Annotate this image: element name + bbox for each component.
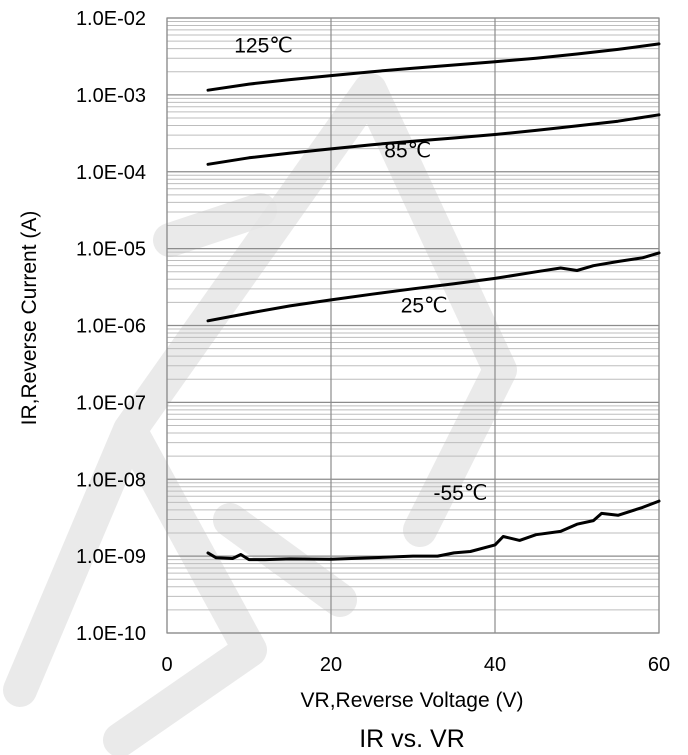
x-axis-tick-labels: 0 20 40 60 — [161, 654, 670, 676]
x-tick-label: 60 — [648, 654, 670, 676]
y-axis-tick-labels: 1.0E-10 1.0E-09 1.0E-08 1.0E-07 1.0E-06 1.0E-… — [76, 8, 146, 645]
y-tick-label: 1.0E-06 — [76, 316, 146, 338]
y-tick-label: 1.0E-09 — [76, 546, 146, 568]
series-line — [206, 499, 661, 562]
plot-area — [166, 17, 660, 634]
series-line — [206, 42, 661, 92]
x-tick-label: 40 — [484, 654, 506, 676]
series-label: 85℃ — [384, 140, 431, 163]
x-axis-title: VR,Reverse Voltage (V) — [301, 689, 524, 712]
y-axis-title: IR,Reverse Current (A) — [18, 211, 41, 426]
y-tick-label: 1.0E-07 — [76, 392, 146, 414]
x-tick-label: 0 — [161, 654, 172, 676]
y-tick-label: 1.0E-04 — [76, 162, 146, 184]
y-tick-label: 1.0E-02 — [76, 8, 146, 30]
y-tick-label: 1.0E-03 — [76, 85, 146, 107]
y-tick-label: 1.0E-10 — [76, 623, 146, 645]
series-labels: 125℃ 85℃ 25℃ -55℃ — [234, 34, 487, 505]
chart-title: IR vs. VR — [359, 725, 465, 753]
series-label: 25℃ — [401, 294, 448, 317]
y-tick-label: 1.0E-08 — [76, 469, 146, 491]
series-label: 125℃ — [234, 34, 293, 57]
series-label: -55℃ — [434, 482, 488, 505]
x-tick-label: 20 — [320, 654, 342, 676]
series-lines — [206, 42, 661, 562]
series-line — [206, 251, 661, 323]
series-line — [206, 113, 661, 166]
y-tick-label: 1.0E-05 — [76, 239, 146, 261]
